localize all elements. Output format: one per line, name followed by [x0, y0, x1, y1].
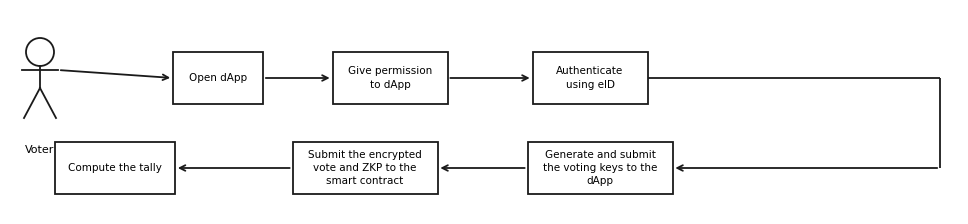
Text: Open dApp: Open dApp — [189, 73, 247, 83]
Bar — [292, 142, 438, 194]
Text: Give permission
to dApp: Give permission to dApp — [348, 66, 432, 90]
Text: Voter: Voter — [25, 145, 54, 155]
Text: Authenticate
using eID: Authenticate using eID — [557, 66, 623, 90]
Bar — [332, 52, 447, 104]
Bar — [55, 142, 175, 194]
Text: Generate and submit
the voting keys to the
dApp: Generate and submit the voting keys to t… — [543, 150, 657, 186]
Bar — [528, 142, 673, 194]
Text: Submit the encrypted
vote and ZKP to the
smart contract: Submit the encrypted vote and ZKP to the… — [308, 150, 422, 186]
Bar — [532, 52, 648, 104]
Text: Compute the tally: Compute the tally — [68, 163, 162, 173]
Bar — [173, 52, 263, 104]
